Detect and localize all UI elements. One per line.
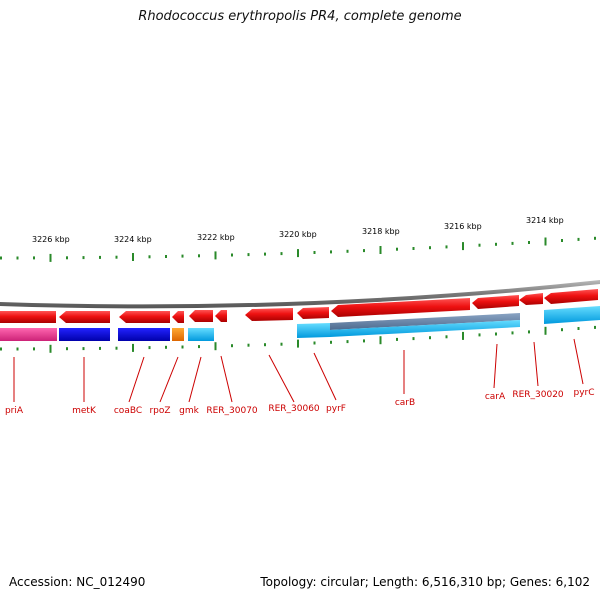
scale-label: 3220 kbp xyxy=(279,230,317,239)
gene-label[interactable]: RER_30070 xyxy=(206,406,258,416)
gene-arrow[interactable] xyxy=(172,311,184,323)
category-block[interactable] xyxy=(0,328,57,341)
scale-ticks-top xyxy=(0,236,596,262)
gene-label[interactable]: RER_30020 xyxy=(512,390,564,400)
category-block[interactable] xyxy=(118,328,170,341)
gene-arrow[interactable] xyxy=(215,310,227,322)
category-block[interactable] xyxy=(59,328,110,341)
scale-labels: 3226 kbp 3224 kbp 3222 kbp 3220 kbp 3218… xyxy=(32,216,564,244)
gene-arrow[interactable] xyxy=(0,311,56,323)
gene-label[interactable]: carB xyxy=(395,398,415,408)
gene-arrow[interactable] xyxy=(472,295,519,309)
gene-arrow[interactable] xyxy=(189,310,213,322)
gene-label[interactable]: priA xyxy=(5,406,24,416)
gene-arrow[interactable] xyxy=(544,289,598,304)
label-leader xyxy=(220,355,233,403)
gene-label[interactable]: pyrC xyxy=(573,388,594,398)
genome-backbone xyxy=(0,280,600,309)
scale-label: 3214 kbp xyxy=(526,216,564,225)
label-leader xyxy=(128,356,145,403)
gene-label[interactable]: RER_30060 xyxy=(268,404,320,414)
gene-labels: priA metK coaBC rpoZ gmk RER_30070 RER_3… xyxy=(5,338,595,416)
scale-ticks-bottom xyxy=(0,325,596,353)
gene-label[interactable]: coaBC xyxy=(114,406,142,416)
scale-label: 3226 kbp xyxy=(32,235,70,244)
label-leader xyxy=(573,338,584,385)
category-block[interactable] xyxy=(297,323,330,338)
gene-label[interactable]: gmk xyxy=(179,406,199,416)
label-leader xyxy=(188,356,202,403)
category-block[interactable] xyxy=(330,313,520,330)
gene-arrow[interactable] xyxy=(245,308,293,321)
label-leader xyxy=(533,341,539,387)
gene-arrow[interactable] xyxy=(519,293,543,305)
gene-label[interactable]: metK xyxy=(72,406,97,416)
category-blocks xyxy=(0,306,600,341)
label-leader xyxy=(313,352,337,401)
scale-label: 3222 kbp xyxy=(197,233,235,242)
category-block[interactable] xyxy=(172,328,184,341)
gene-label[interactable]: pyrF xyxy=(326,404,346,414)
gene-arrow[interactable] xyxy=(59,311,110,323)
scale-label: 3218 kbp xyxy=(362,227,400,236)
label-leader xyxy=(159,356,179,403)
map-title: Rhodococcus erythropolis PR4, complete g… xyxy=(138,9,462,24)
category-block[interactable] xyxy=(544,306,600,324)
scale-label: 3224 kbp xyxy=(114,235,152,244)
scale-label: 3216 kbp xyxy=(444,222,482,231)
label-leader xyxy=(268,354,295,403)
gene-label[interactable]: carA xyxy=(485,392,506,402)
category-block[interactable] xyxy=(188,328,214,341)
gene-label[interactable]: rpoZ xyxy=(149,406,170,416)
forward-strand xyxy=(0,289,598,323)
gene-arrow[interactable] xyxy=(119,311,170,323)
gene-arrow[interactable] xyxy=(297,307,329,319)
label-leader xyxy=(493,343,498,389)
accession-text: Accession: NC_012490 xyxy=(9,575,146,589)
gene-arrow[interactable] xyxy=(331,298,470,317)
category-block[interactable] xyxy=(330,320,520,337)
genome-summary: Topology: circular; Length: 6,516,310 bp… xyxy=(260,575,590,589)
